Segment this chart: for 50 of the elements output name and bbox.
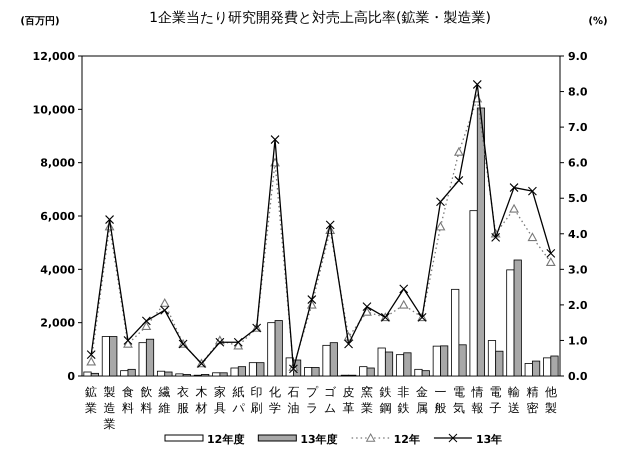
x-tick-label: 精密 (526, 385, 538, 415)
x-tick-label: 輸送 (508, 385, 520, 415)
x-tick-label: 電気 (452, 385, 465, 415)
x-tick-label: 木材 (194, 385, 208, 415)
y2-tick-label: 6.0 (568, 156, 588, 170)
y-tick-label: 10,000 (32, 103, 76, 116)
x-tick-label: 化学 (269, 385, 282, 415)
y-tick-label: 12,000 (32, 50, 76, 63)
y2-tick-label: 8.0 (568, 86, 588, 99)
y-tick-label: 6,000 (40, 210, 76, 223)
y-tick-label: 4,000 (40, 263, 76, 276)
x-tick-label: 製造業 (104, 385, 116, 431)
x-tick-label: 窯業 (360, 385, 373, 415)
y2-tick-label: 3.0 (568, 263, 588, 276)
y2-tick-label: 4.0 (568, 228, 588, 241)
y-axis-title: (百万円) (20, 16, 60, 27)
y2-tick-label: 0.0 (568, 370, 588, 383)
legend-label: 13年度 (300, 433, 338, 446)
legend-label: 13年 (476, 433, 502, 446)
y2-axis-title: (%) (588, 16, 608, 27)
x-tick-label: 電子 (490, 385, 502, 415)
x-tick-label: 皮革 (342, 385, 355, 415)
x-tick-label: 食料 (122, 385, 134, 415)
x-tick-label: 衣服 (177, 385, 190, 415)
legend-label: 12年 (394, 433, 420, 446)
x-tick-label: 一般 (434, 385, 446, 415)
x-tick-label: プラ (306, 385, 319, 415)
x-tick-label: 飲料 (140, 385, 152, 415)
x-tick-label: ゴム (324, 385, 338, 415)
y2-tick-label: 1.0 (568, 334, 588, 348)
chart-title: 1企業当たり研究開発費と対売上高比率(鉱業・製造業) (149, 10, 491, 26)
x-tick-label: 印刷 (250, 385, 263, 415)
y-tick-label: 0 (67, 370, 76, 383)
x-tick-label: 繊維 (158, 385, 171, 415)
x-tick-label: 他製 (544, 385, 557, 415)
y2-tick-label: 7.0 (568, 121, 588, 134)
y-tick-label: 2,000 (40, 316, 76, 330)
x-tick-label: 紙パ (231, 385, 246, 415)
y2-tick-label: 9.0 (568, 50, 588, 63)
x-tick-label: 鉄鋼 (379, 385, 392, 415)
x-tick-label: 非鉄 (398, 385, 410, 415)
y-tick-label: 8,000 (40, 156, 76, 170)
legend-label: 12年度 (207, 433, 244, 446)
x-tick-label: 石油 (287, 385, 300, 415)
y2-tick-label: 2.0 (568, 298, 588, 312)
x-tick-label: 家具 (214, 385, 226, 415)
x-tick-label: 鉱業 (85, 385, 98, 415)
x-tick-label: 情報 (470, 385, 484, 415)
x-tick-label: 金属 (416, 385, 428, 415)
y2-tick-label: 5.0 (568, 192, 588, 206)
